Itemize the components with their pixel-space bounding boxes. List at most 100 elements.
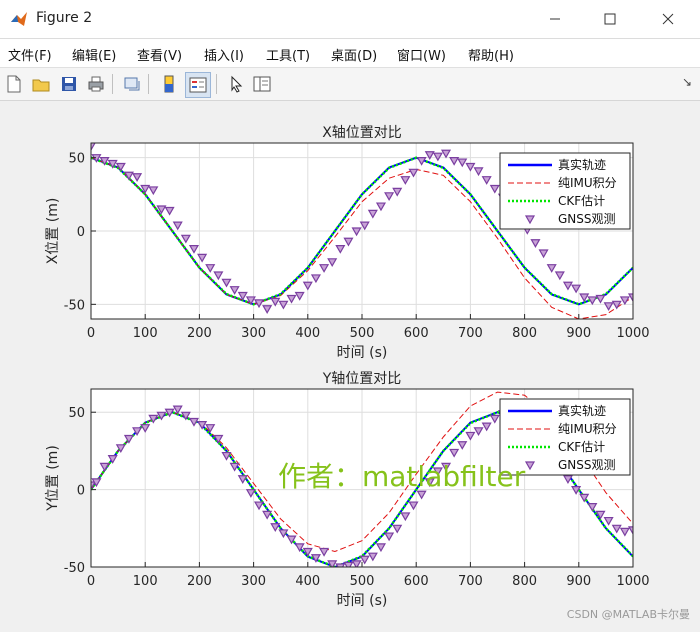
menu-file[interactable]: 文件(F) xyxy=(8,49,52,64)
chart-1-legend-label: CKF估计 xyxy=(558,194,605,208)
menu-window[interactable]: 窗口(W) xyxy=(397,49,446,64)
chart-1-gnss-point xyxy=(221,278,232,288)
chart-2-series-line-1 xyxy=(91,391,633,553)
chart-1-x-tick-label: 800 xyxy=(512,326,537,341)
chart-1-x-tick-label: 1000 xyxy=(616,326,649,341)
chart-2-gnss-point xyxy=(432,467,443,477)
print-icon[interactable] xyxy=(84,72,108,96)
open-folder-icon[interactable] xyxy=(29,72,53,96)
chart-1-gnss-point xyxy=(392,187,403,197)
chart-2-gnss-point xyxy=(213,434,224,444)
chart-1-gnss-point xyxy=(595,294,606,304)
chart-2-x-tick-label: 600 xyxy=(404,574,429,589)
chart-1-gnss-point xyxy=(408,168,419,178)
link-figure-icon[interactable] xyxy=(120,72,144,96)
chart-1-gnss-point xyxy=(440,149,452,159)
close-button[interactable] xyxy=(643,0,693,38)
legend-icon[interactable] xyxy=(185,72,211,98)
chart-1-gnss-point xyxy=(554,271,565,281)
chart-2-gnss-point xyxy=(603,516,614,526)
chart-2-y-tick-label: 0 xyxy=(77,484,85,499)
chart-2-gnss-point xyxy=(416,490,427,500)
menu-desktop[interactable]: 桌面(D) xyxy=(331,49,378,64)
chart-2-gnss-point xyxy=(245,489,256,498)
chart-2-legend-label: 真实轨迹 xyxy=(558,403,606,418)
chart-2-gnss-point xyxy=(579,493,590,503)
maximize-button[interactable] xyxy=(585,0,635,38)
chart-2-gnss-point xyxy=(156,411,167,421)
chart-1-gnss-point xyxy=(262,305,273,314)
minimize-icon xyxy=(550,18,560,20)
chart-2-gnss-point xyxy=(253,501,265,511)
chart-2-gnss-point xyxy=(489,414,500,424)
new-file-icon[interactable] xyxy=(2,72,26,96)
plots-svg: 0 100 200 300 400 500 600 700 800 900 1000-50050X轴… xyxy=(45,125,650,609)
chart-1-gnss-point xyxy=(359,221,370,231)
chart-2-series-line-2 xyxy=(91,410,633,567)
chart-1-gnss-point xyxy=(180,234,191,244)
chart-1-gnss-point xyxy=(253,299,265,309)
chart-2-gnss-point xyxy=(115,444,126,454)
menu-edit[interactable]: 编辑(E) xyxy=(72,49,117,64)
chart-2-gnss-point xyxy=(595,510,606,520)
chart-1-x-tick-label: 300 xyxy=(241,326,266,341)
chart-1-gnss-point xyxy=(319,264,330,273)
chart-2-gnss-point xyxy=(375,543,387,553)
property-inspector-icon[interactable] xyxy=(250,72,274,96)
chart-1-gnss-point xyxy=(465,162,476,172)
menu-tools[interactable]: 工具(T) xyxy=(266,49,311,64)
chart-2-x-tick-label: 800 xyxy=(512,574,537,589)
chart-1-x-tick-label: 600 xyxy=(404,326,429,341)
chart-1-x-tick-label: 900 xyxy=(566,326,591,341)
save-icon[interactable] xyxy=(57,72,81,96)
chart-1-gnss-point xyxy=(481,176,492,185)
chart-1-gnss-point xyxy=(188,245,200,254)
chart-2-gnss-point xyxy=(197,421,208,430)
chart-2-gnss-point xyxy=(611,524,622,534)
chart-1-gnss-point xyxy=(213,271,224,281)
chart-2-gnss-point xyxy=(148,414,159,424)
pointer-icon[interactable] xyxy=(224,72,248,96)
chart-1-x-tick-label: 200 xyxy=(187,326,212,341)
menu-insert[interactable]: 插入(I) xyxy=(204,49,244,64)
chart-2-y-tick-label: -50 xyxy=(64,561,85,576)
menu-help[interactable]: 帮助(H) xyxy=(468,49,514,64)
chart-2-x-tick-label: 400 xyxy=(295,574,320,589)
chart-1-y-tick-label: 50 xyxy=(68,152,85,167)
chart-1-gnss-point xyxy=(99,157,110,166)
chart-1-gnss-point xyxy=(335,245,346,254)
chart-2-gnss-point xyxy=(180,411,191,421)
maximize-icon xyxy=(604,13,616,25)
chart-1-gnss-point xyxy=(400,176,411,185)
colorbar-icon[interactable] xyxy=(157,72,181,96)
chart-1-legend-label: GNSS观测 xyxy=(558,212,616,226)
menu-bar: 文件(F) 编辑(E) 查看(V) 插入(I) 工具(T) 桌面(D) 窗口(W… xyxy=(0,39,700,68)
chart-2-gnss-point xyxy=(327,560,338,567)
chart-2-gnss-point xyxy=(571,486,582,495)
chart-1-gnss-point xyxy=(424,151,435,160)
chart-2-gnss-point xyxy=(123,434,134,444)
chart-1-gnss-point xyxy=(278,300,289,310)
chart-2-y-axis-label: Y位置 (m) xyxy=(45,445,61,512)
chart-1-gnss-point xyxy=(367,209,378,219)
chart-1-gnss-point xyxy=(432,152,443,162)
chart-2-gnss-point xyxy=(351,560,362,567)
chart-2-gnss-point xyxy=(286,535,297,545)
menu-view[interactable]: 查看(V) xyxy=(137,49,183,64)
chart-2-gnss-point xyxy=(270,523,281,532)
chart-1-gnss-point xyxy=(172,221,183,231)
chart-1-gnss-point xyxy=(546,264,557,273)
dock-arrow-icon[interactable]: ↘ xyxy=(681,75,692,89)
chart-1-gnss-point xyxy=(587,296,598,306)
chart-1-gnss-point xyxy=(603,302,614,312)
chart-2-x-axis-label: 时间 (s) xyxy=(337,593,388,609)
chart-1-gnss-point xyxy=(611,300,622,310)
window-title: Figure 2 xyxy=(36,10,93,26)
title-bar: Figure 2 xyxy=(0,0,700,39)
chart-2-gnss-point xyxy=(91,478,102,488)
chart-1-gnss-point xyxy=(270,297,281,307)
chart-2-gnss-point xyxy=(384,532,395,542)
minimize-button[interactable] xyxy=(530,0,580,38)
chart-1-gnss-point xyxy=(229,286,240,295)
chart-1-gnss-point xyxy=(489,184,500,194)
